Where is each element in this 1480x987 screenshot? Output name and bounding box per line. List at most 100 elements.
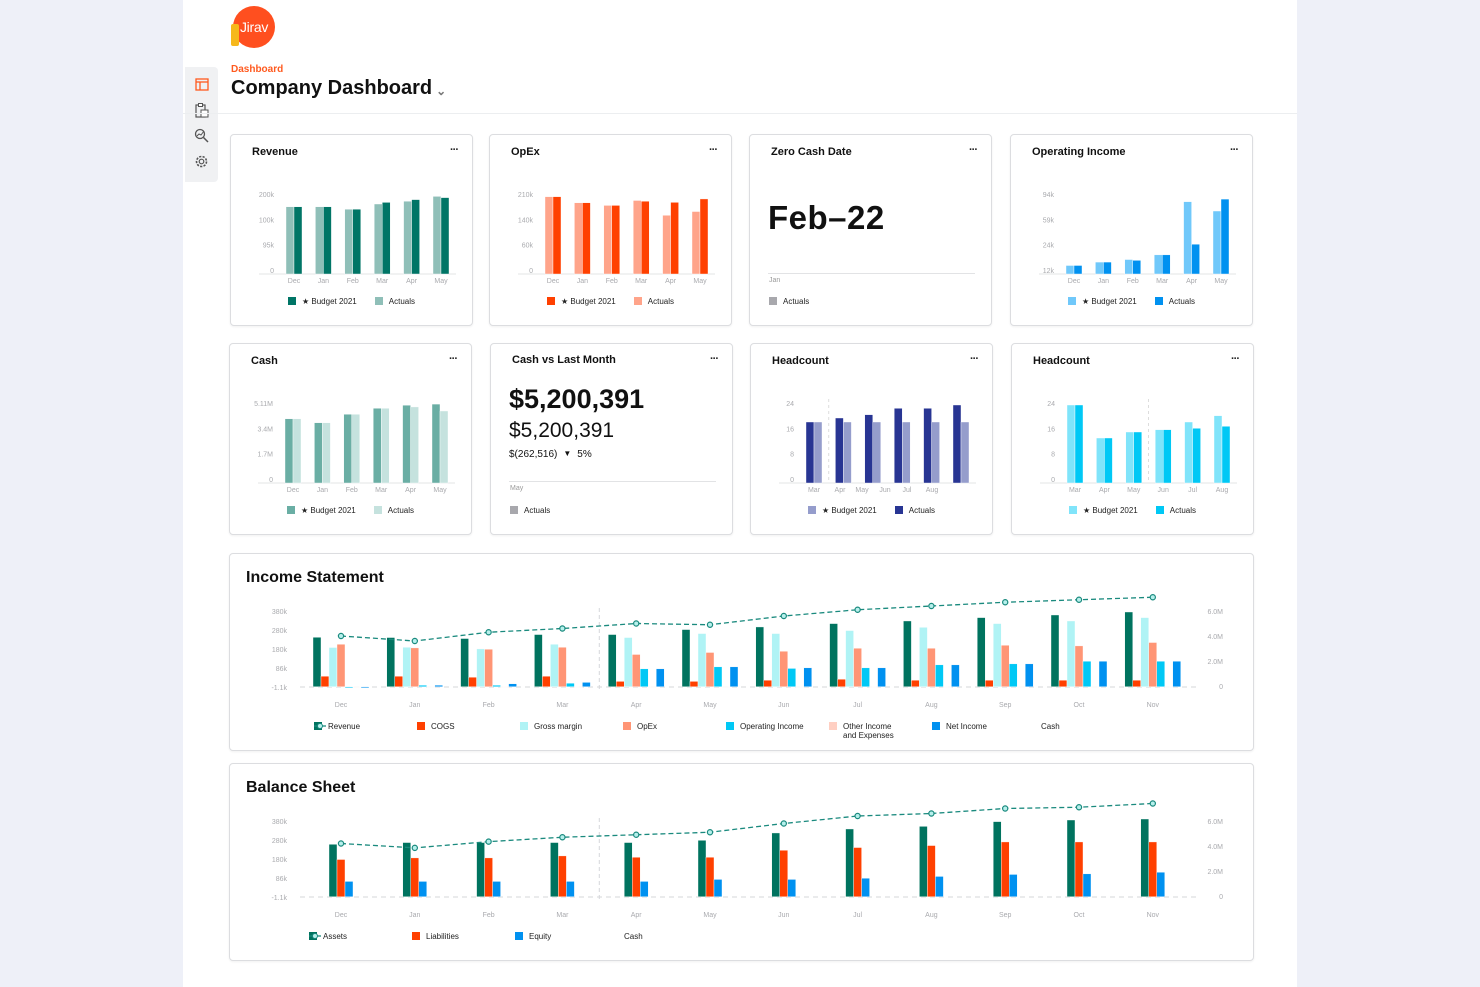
bar-budget-2021	[284, 418, 294, 484]
bar-other-income-and-expenses	[1090, 686, 1100, 688]
more-menu-button[interactable]: ···	[449, 353, 458, 365]
breadcrumb[interactable]: Dashboard	[231, 64, 284, 75]
chart: 200k 100k 95k 0 Dec Jan Feb Mar Apr May	[259, 192, 456, 285]
bar-net-income	[508, 683, 517, 687]
bar-budget-2021	[1212, 210, 1222, 275]
bar-assets	[771, 832, 780, 897]
more-menu-button[interactable]: ···	[1230, 144, 1239, 156]
legend-label: Cash	[624, 932, 643, 941]
bar-operating-income	[492, 684, 501, 687]
cash-change: $(262,516) ▼ 5%	[509, 449, 592, 460]
bar-budget-2021	[440, 197, 450, 275]
search-analytics-icon[interactable]	[193, 127, 210, 144]
bar-revenue	[829, 623, 838, 687]
legend-swatch	[412, 932, 420, 940]
y-tick-label: 210k	[518, 192, 534, 199]
bar-gross-margin	[1066, 620, 1076, 687]
bar-revenue	[534, 634, 543, 687]
x-tick-label: Apr	[1099, 487, 1111, 494]
x-tick-label: Jul	[853, 912, 862, 919]
jirav-logo[interactable]: Jirav	[231, 6, 275, 48]
y-tick-label: 180k	[272, 647, 288, 654]
x-tick-label: Mar	[556, 912, 569, 919]
legend-label: Actuals	[388, 297, 415, 306]
gear-icon[interactable]	[193, 153, 210, 170]
bar-budget-2021	[1183, 201, 1192, 275]
bar-budget-2021	[314, 422, 323, 484]
x-tick-label: Feb	[346, 487, 358, 494]
bar-net-income	[1098, 661, 1108, 687]
legend-label: ★ Budget 2021	[1082, 506, 1138, 515]
bar-actuals	[344, 208, 354, 275]
bar-other-income-and-expenses	[869, 686, 878, 688]
bar-gross-margin	[624, 637, 633, 687]
more-menu-button[interactable]: ···	[970, 353, 979, 365]
dashboard-selector[interactable]: Company Dashboard ⌄	[231, 77, 446, 100]
giraffe-icon	[231, 24, 239, 46]
layout-icon[interactable]	[193, 76, 210, 93]
bar-equity	[1009, 874, 1018, 897]
legend-swatch	[417, 722, 425, 730]
bar-liabilities	[410, 857, 420, 897]
x-tick-label: Jun	[879, 487, 890, 494]
bar-operating-income	[713, 666, 723, 687]
x-tick-label: Mar	[376, 278, 389, 285]
bar-liabilities	[705, 857, 715, 897]
bar-gross-margin	[476, 648, 485, 687]
more-menu-button[interactable]: ···	[710, 353, 719, 365]
legend: Assets Liabilities Equity Cash	[309, 932, 721, 941]
legend: ★ Budget 2021 Actuals	[1011, 297, 1252, 306]
bar-opex	[558, 647, 567, 687]
cash-point	[780, 820, 788, 827]
chart: 380k 280k 180k 86k -1.1k 6.0M 4.0M 2.0M 0 Dec Jan F…	[271, 594, 1223, 709]
x-tick-label: May	[1214, 278, 1228, 285]
bar-operating-income	[640, 668, 649, 687]
clipboard-icon[interactable]	[193, 102, 210, 119]
bar-revenue	[903, 620, 912, 687]
x-tick-label: Dec	[288, 278, 301, 285]
legend-label: Liabilities	[426, 932, 459, 941]
x-tick-label: Sep	[999, 912, 1012, 919]
bar-budget-2021	[1095, 261, 1104, 275]
more-menu-button[interactable]: ···	[1231, 353, 1240, 365]
more-menu-button[interactable]: ···	[450, 144, 459, 156]
bar-assets	[550, 842, 559, 897]
bar-budget-2021	[343, 414, 353, 484]
bar-revenue	[312, 637, 322, 687]
cash-value: $5,200,391	[509, 384, 645, 414]
axis-line	[509, 481, 716, 482]
bar-assets	[1066, 819, 1076, 897]
legend-label: ★ Budget 2021	[560, 297, 616, 306]
legend-swatch	[520, 722, 528, 730]
sidebar	[185, 67, 218, 182]
legend-label: Actuals	[647, 297, 674, 306]
cash-point	[706, 621, 714, 628]
more-menu-button[interactable]: ···	[709, 144, 718, 156]
bar-revenue	[460, 638, 469, 687]
bar-actuals	[893, 408, 903, 484]
bar-cogs	[911, 679, 920, 687]
legend-label: ★ Budget 2021	[1081, 297, 1137, 306]
bar-net-income	[729, 666, 739, 687]
bar-operating-income	[1082, 661, 1092, 687]
more-menu-button[interactable]: ···	[969, 144, 978, 156]
legend-item: ★ Budget 2021	[807, 506, 877, 515]
bar-budget-2021	[843, 421, 852, 484]
bar-revenue	[1124, 611, 1133, 687]
bar-actuals	[835, 417, 844, 484]
bar-other-income-and-expenses	[426, 686, 436, 688]
y-tick-label: 280k	[272, 628, 288, 635]
card-title: Revenue	[252, 146, 298, 158]
cash-point	[854, 812, 861, 820]
bar-liabilities	[1001, 841, 1010, 897]
bar-opex	[1148, 642, 1157, 687]
cash-point	[559, 625, 566, 632]
card-operating-income: 94k 59k 24k 12k Dec Jan Feb Mar Apr May Operating …	[1010, 134, 1253, 326]
bar-actuals	[662, 215, 671, 275]
cash-secondary-value: $5,200,391	[509, 419, 615, 442]
bar-opex	[410, 647, 420, 687]
bar-budget-2021	[381, 202, 391, 275]
legend-label: ★ Budget 2021	[301, 297, 357, 306]
legend-item: Actuals	[769, 297, 809, 306]
legend-swatch	[373, 506, 382, 514]
